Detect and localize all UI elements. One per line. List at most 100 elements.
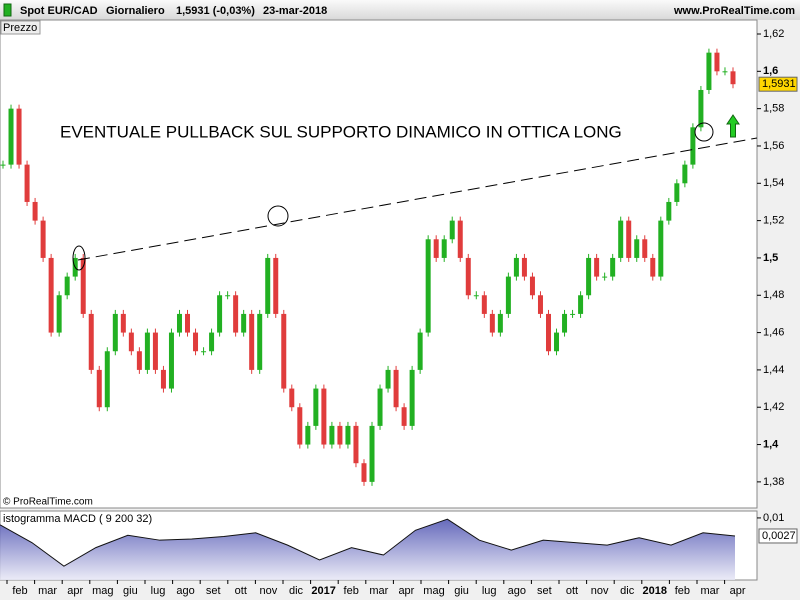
candle bbox=[425, 239, 431, 333]
period: Giornaliero bbox=[106, 5, 165, 17]
candle bbox=[377, 388, 383, 426]
candle bbox=[249, 313, 255, 370]
candle bbox=[594, 257, 600, 277]
candle bbox=[176, 313, 182, 333]
y-tick-label: 0,01 bbox=[763, 512, 784, 524]
candle bbox=[642, 239, 648, 258]
candle bbox=[16, 108, 22, 165]
candle bbox=[361, 463, 367, 482]
candle bbox=[193, 332, 199, 352]
candle bbox=[136, 351, 142, 370]
candle bbox=[48, 257, 54, 333]
circle-marker bbox=[72, 245, 86, 271]
x-tick-label: feb bbox=[12, 585, 27, 597]
header-bar bbox=[0, 0, 800, 20]
x-tick-label: 2017 bbox=[311, 585, 335, 597]
candle bbox=[730, 71, 736, 85]
candle bbox=[529, 276, 535, 296]
x-tick-label: mar bbox=[369, 585, 388, 597]
candle bbox=[104, 351, 110, 408]
candle bbox=[393, 369, 399, 408]
annotation: EVENTUALE PULLBACK SUL SUPPORTO DINAMICO… bbox=[60, 122, 622, 141]
x-tick-label: giu bbox=[454, 585, 469, 597]
quote: 1,5931 (-0,03%) bbox=[176, 5, 255, 17]
site: www.ProRealTime.com bbox=[673, 5, 795, 17]
x-tick-label: dic bbox=[289, 585, 304, 597]
x-tick-label: ago bbox=[176, 585, 194, 597]
candle bbox=[674, 183, 680, 202]
candle bbox=[714, 52, 720, 72]
candle bbox=[586, 257, 592, 296]
candle bbox=[64, 276, 70, 296]
candle bbox=[537, 295, 543, 314]
candle bbox=[96, 369, 102, 408]
candle bbox=[128, 332, 134, 352]
candle bbox=[618, 220, 624, 258]
y-tick-label: 1,56 bbox=[763, 140, 784, 152]
x-tick-label: apr bbox=[398, 585, 414, 597]
circle-marker bbox=[267, 205, 289, 227]
x-tick-label: nov bbox=[260, 585, 278, 597]
x-tick-label: mar bbox=[701, 585, 720, 597]
candle bbox=[273, 257, 279, 314]
candle bbox=[305, 425, 311, 445]
candle bbox=[217, 295, 223, 333]
x-tick-label: apr bbox=[730, 585, 746, 597]
candle bbox=[658, 220, 664, 277]
candle bbox=[465, 257, 471, 296]
candle bbox=[602, 276, 608, 278]
candle bbox=[457, 220, 463, 258]
candle bbox=[329, 425, 335, 445]
logo bbox=[3, 3, 12, 17]
circle-marker bbox=[694, 122, 714, 142]
candle bbox=[578, 295, 584, 314]
candle bbox=[634, 239, 640, 258]
candle bbox=[321, 388, 327, 445]
candle bbox=[626, 220, 632, 258]
candle bbox=[441, 239, 447, 258]
candle bbox=[513, 257, 519, 277]
symbol: Spot EUR/CAD bbox=[20, 5, 98, 17]
candle bbox=[570, 313, 576, 315]
y-tick-label: 1,54 bbox=[763, 177, 784, 189]
candle bbox=[545, 313, 551, 352]
x-tick-label: 2018 bbox=[643, 585, 667, 597]
pane-label-box bbox=[0, 20, 41, 35]
x-tick-label: lug bbox=[482, 585, 497, 597]
x-tick-label: feb bbox=[675, 585, 690, 597]
candle bbox=[40, 220, 46, 258]
x-tick-label: set bbox=[537, 585, 552, 597]
candle bbox=[562, 313, 568, 333]
y-tick-label: 1,46 bbox=[763, 326, 784, 338]
copyright: © ProRealTime.com bbox=[3, 497, 93, 508]
candle bbox=[489, 313, 495, 333]
candle bbox=[56, 295, 62, 333]
x-tick-label: ott bbox=[235, 585, 247, 597]
pane-label: istogramma MACD ( 9 200 32) bbox=[3, 513, 152, 525]
x-tick-label: mag bbox=[92, 585, 113, 597]
x-tick-label: ott bbox=[566, 585, 578, 597]
candle bbox=[88, 313, 94, 370]
candle bbox=[80, 257, 86, 314]
candle bbox=[152, 332, 158, 370]
x-tick-label: apr bbox=[67, 585, 83, 597]
x-tick-label: nov bbox=[591, 585, 609, 597]
x-tick-label: set bbox=[206, 585, 221, 597]
candle bbox=[682, 164, 688, 184]
candle bbox=[385, 369, 391, 389]
candle bbox=[112, 313, 118, 352]
candle bbox=[8, 108, 14, 165]
last-value-label: 0,0027 bbox=[762, 530, 796, 542]
candle bbox=[650, 257, 656, 277]
candle bbox=[185, 313, 191, 333]
candle bbox=[345, 425, 351, 445]
last-value-label: 1,5931 bbox=[762, 78, 796, 90]
candle bbox=[257, 313, 263, 370]
candle bbox=[201, 351, 207, 353]
candle bbox=[449, 220, 455, 240]
candle bbox=[409, 369, 415, 426]
candle bbox=[353, 425, 359, 464]
area-line bbox=[0, 518, 736, 567]
last-value-box bbox=[758, 528, 798, 544]
y-tick-label: 1,42 bbox=[763, 401, 784, 413]
